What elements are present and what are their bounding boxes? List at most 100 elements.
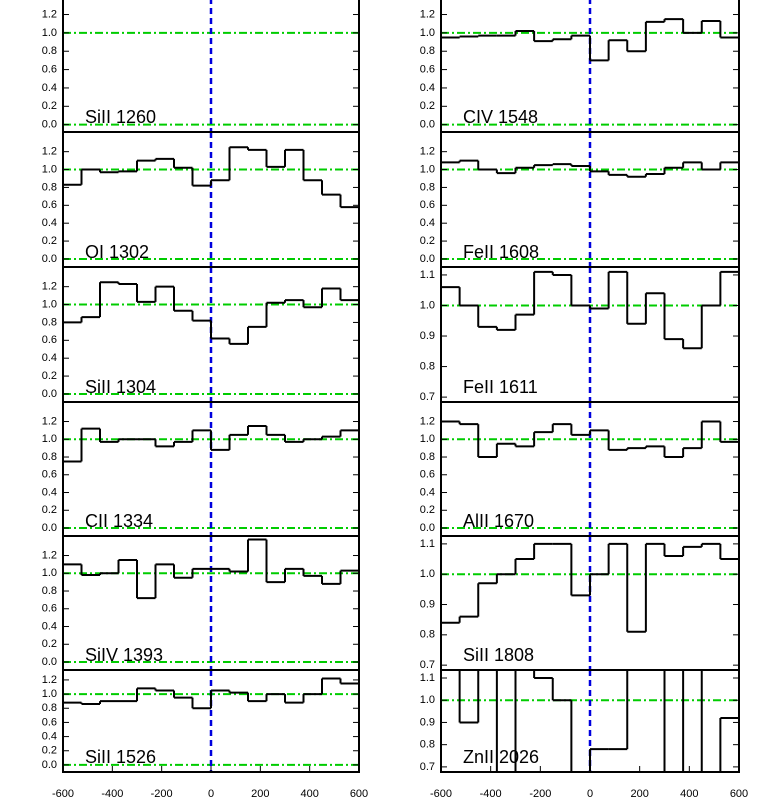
plot-area — [63, 132, 359, 267]
y-tick-label: 1.2 — [420, 415, 435, 427]
y-tick-label: 1.0 — [420, 163, 435, 175]
y-tick-label: 0.6 — [42, 716, 57, 728]
y-tick-label: 0.2 — [420, 235, 435, 247]
y-tick-label: 0.0 — [42, 656, 57, 668]
y-tick-label: 0.9 — [420, 598, 435, 610]
y-tick-label: 1.0 — [42, 433, 57, 445]
panel: 0.0 0.2 0.4 0.6 0.8 1.0 1.2 CII 1334 — [42, 401, 360, 537]
panel-title: FeII 1608 — [463, 242, 539, 262]
panel-frame — [62, 669, 360, 773]
y-tick-label: 0.6 — [42, 469, 57, 481]
x-tick-label: -200 — [529, 788, 551, 800]
y-tick-label: 0.4 — [42, 486, 57, 498]
y-tick-label: 1.0 — [42, 163, 57, 175]
plot-area — [63, 0, 359, 132]
y-tick-label: 0.0 — [42, 388, 57, 400]
panel-title: SiII 1526 — [85, 747, 156, 767]
y-tick-label: 0.6 — [420, 63, 435, 75]
y-tick-label: 1.1 — [420, 672, 435, 684]
y-tick-label: 0.0 — [42, 119, 57, 131]
panel: 0.7 0.8 0.9 1.0 1.1 -600 -400 -200 0 200 400 600 ZnI… — [420, 669, 748, 800]
panel: 0.7 0.8 0.9 1.0 1.1 FeII 1611 — [420, 266, 740, 403]
plot-area — [63, 267, 359, 402]
y-tick-label: 1.2 — [42, 415, 57, 427]
y-tick-label: 0.8 — [420, 451, 435, 463]
x-tick-label: 600 — [730, 788, 748, 800]
plot-area — [63, 402, 359, 536]
y-tick-label: 0.6 — [42, 603, 57, 615]
panel-title: ZnII 2026 — [463, 747, 539, 767]
y-tick-label: 0.8 — [420, 360, 435, 372]
y-tick-label: 0.4 — [420, 486, 435, 498]
x-tick-label: -400 — [480, 788, 502, 800]
panel-title: SiII 1260 — [85, 107, 156, 127]
x-tick-label: -600 — [52, 788, 74, 800]
plot-area — [441, 0, 739, 132]
plot-area — [441, 132, 739, 267]
y-tick-label: 0.2 — [420, 504, 435, 516]
plot-area — [441, 536, 739, 670]
y-tick-label: 0.2 — [42, 504, 57, 516]
x-tick-label: 600 — [350, 788, 368, 800]
y-tick-label: 1.2 — [42, 8, 57, 20]
x-tick-label: -400 — [101, 788, 123, 800]
y-tick-label: 1.0 — [420, 299, 435, 311]
y-tick-label: 1.0 — [42, 27, 57, 39]
y-tick-label: 1.0 — [420, 433, 435, 445]
y-tick-label: 0.2 — [420, 100, 435, 112]
y-tick-label: 0.2 — [42, 370, 57, 382]
y-tick-label: 0.4 — [420, 217, 435, 229]
x-tick-label: 0 — [587, 788, 593, 800]
panel-title: SiIV 1393 — [85, 645, 163, 665]
y-tick-label: 1.0 — [420, 694, 435, 706]
plot-area — [441, 670, 739, 772]
y-tick-label: 0.8 — [42, 45, 57, 57]
y-tick-label: 1.1 — [420, 538, 435, 550]
y-tick-label: 0.8 — [420, 739, 435, 751]
y-tick-label: 0.4 — [420, 82, 435, 94]
x-tick-label: 200 — [630, 788, 648, 800]
y-tick-label: 0.4 — [42, 217, 57, 229]
panel: 0.0 0.2 0.4 0.6 0.8 1.0 1.2 OI 1302 — [42, 131, 360, 268]
x-tick-label: -600 — [430, 788, 452, 800]
panel-title: CIV 1548 — [463, 107, 538, 127]
y-tick-label: 0.8 — [420, 181, 435, 193]
y-tick-label: 0.0 — [420, 119, 435, 131]
y-tick-label: 0.2 — [42, 235, 57, 247]
y-tick-label: 0.8 — [42, 451, 57, 463]
panel-title: SiII 1808 — [463, 645, 534, 665]
panel-frame — [440, 669, 740, 773]
panel: 0.0 0.2 0.4 0.6 0.8 1.0 1.2 SiII 1304 — [42, 266, 360, 403]
y-tick-label: 0.8 — [42, 702, 57, 714]
panel-title: AlII 1670 — [463, 511, 534, 531]
y-tick-label: 0.0 — [42, 253, 57, 265]
y-tick-label: 0.6 — [42, 199, 57, 211]
x-tick-label: 0 — [208, 788, 214, 800]
x-tick-label: 400 — [300, 788, 318, 800]
y-tick-label: 0.7 — [420, 391, 435, 403]
y-tick-label: 0.8 — [420, 45, 435, 57]
y-tick-label: 0.0 — [42, 759, 57, 771]
y-tick-label: 1.0 — [42, 298, 57, 310]
panel-title: FeII 1611 — [463, 377, 538, 397]
y-tick-label: 0.0 — [42, 522, 57, 534]
y-tick-label: 1.0 — [420, 568, 435, 580]
panel-title: OI 1302 — [85, 242, 149, 262]
y-tick-label: 0.2 — [42, 745, 57, 757]
panel: 0.0 0.2 0.4 0.6 0.8 1.0 1.2 CIV 1548 — [420, 0, 740, 133]
y-tick-label: 0.0 — [420, 253, 435, 265]
y-tick-label: 0.0 — [420, 522, 435, 534]
panel: 0.0 0.2 0.4 0.6 0.8 1.0 1.2 FeII 1608 — [420, 131, 740, 268]
panel-title: SiII 1304 — [85, 377, 156, 397]
y-tick-label: 0.8 — [42, 585, 57, 597]
y-tick-label: 1.0 — [420, 27, 435, 39]
y-tick-label: 1.0 — [42, 688, 57, 700]
plot-area — [441, 267, 739, 402]
y-tick-label: 0.4 — [42, 730, 57, 742]
panel: 0.0 0.2 0.4 0.6 0.8 1.0 1.2 -600 -400 -200 0 200 400… — [42, 669, 368, 800]
y-tick-label: 1.0 — [42, 567, 57, 579]
y-tick-label: 0.2 — [42, 100, 57, 112]
y-tick-label: 1.2 — [420, 146, 435, 158]
x-tick-label: 200 — [251, 788, 269, 800]
